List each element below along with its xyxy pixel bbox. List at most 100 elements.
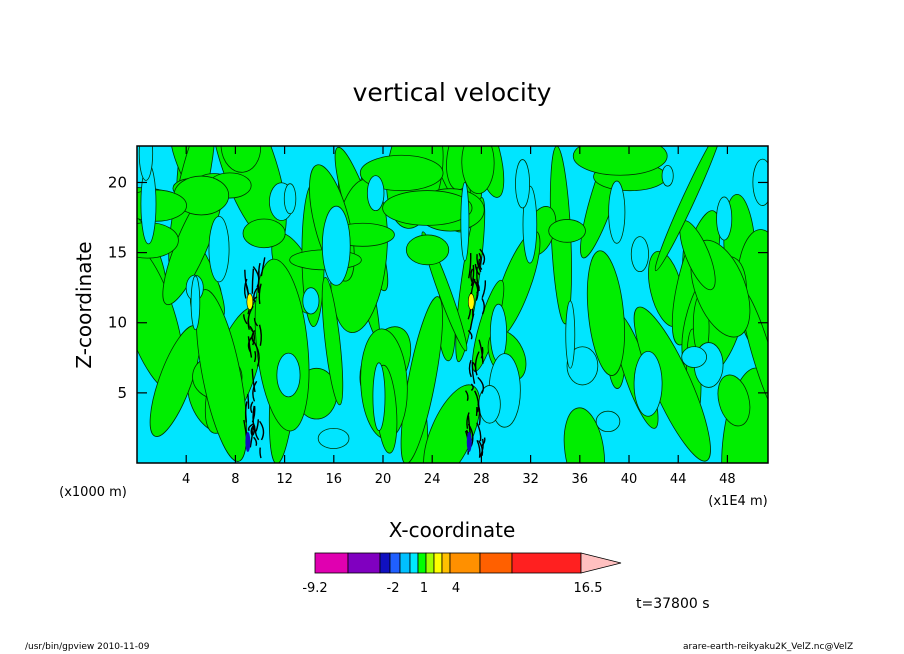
core-contour-line [470,268,474,285]
colorbar-label: 1 [420,581,428,596]
core-contour-line [468,359,472,378]
core-contour-line [476,254,482,273]
contour-region-positive [405,234,450,266]
contour-region-negative [208,215,230,283]
contour-region-negative [566,346,599,386]
colorbar-bin [425,552,435,574]
contour-region-negative [630,236,649,273]
core-contour-line [260,257,266,277]
core-contour-line [474,351,480,376]
core-contour-line [247,423,254,432]
x-tick-label: 8 [231,472,239,487]
core-contour-line [258,283,262,305]
core-contour-line [476,422,482,442]
core-contour-line [252,380,258,402]
x-axis-label: X-coordinate [389,518,516,542]
core-contour-line [470,264,475,287]
contour-region-negative [478,385,501,424]
time-label: t=37800 s [636,596,710,612]
core-contour-line [476,439,481,458]
colorbar-label: 4 [452,581,460,596]
x-tick-label: 40 [621,472,638,487]
x-tick-label: 44 [670,472,687,487]
core-contour-line [478,339,484,364]
core-contour-line [472,278,479,301]
contour-region-positive [572,146,668,176]
x-tick-label: 32 [522,472,539,487]
core-contour-line [481,298,485,315]
colorbar-bin [409,552,419,574]
x-tick-label: 20 [375,472,392,487]
core-contour-line [250,401,254,414]
core-contour-line [251,405,256,423]
colorbar-bin [441,552,451,574]
colorbar-bin [479,552,513,574]
contour-region-positive [400,296,443,463]
core-contour-line [247,335,254,353]
core-contour-line [469,313,475,331]
contour-region-negative [716,196,733,241]
y-tick-label: 5 [117,384,127,402]
core-contour-line [247,336,253,358]
core-updraft-max [467,293,475,310]
core-contour-line [478,252,482,267]
core-contour-line [477,376,485,394]
colorbar-label: -2 [387,581,400,596]
contour-region-negative [317,427,350,449]
contour-region-positive [382,190,473,226]
core-contour-line [250,425,254,436]
contour-region-negative [565,300,576,369]
core-contour-line [468,253,472,279]
contour-region-negative [276,352,301,398]
core-contour-line [481,280,487,299]
colorbar-bin [314,552,349,574]
contour-region-negative [460,181,470,262]
plot-frame [136,145,769,464]
contour-region-negative [515,159,530,209]
core-contour-line [253,287,259,303]
y-tick-label: 15 [108,244,127,262]
footer-left: /usr/bin/gpview 2010-11-09 [25,642,150,652]
core-contour-line [471,361,476,384]
core-contour-line [251,368,256,393]
core-contour-line [255,419,259,432]
core-contour-line [470,383,474,391]
colorbar-bin [433,552,443,574]
contour-region-negative [283,183,297,215]
core-contour-line [479,248,486,266]
core-contour-line [258,324,262,346]
x-tick-label: 4 [182,472,190,487]
core-contour-line [467,329,473,340]
core-contour-line [474,390,480,413]
contour-region-positive [242,218,286,249]
core-contour-line [253,350,257,363]
core-contour-line [467,423,474,447]
core-contour-line [247,393,250,409]
contour-region-positive [321,276,344,406]
x-axis: 4 8 12 16 20 24 28 32 36 40 44 48 [182,146,736,487]
x-tick-label: 48 [719,472,736,487]
core-contour-line [259,420,265,441]
plot-area [137,146,768,463]
x-tick-label: 12 [276,472,293,487]
contour-region-negative [608,180,626,244]
contour-field [137,146,768,463]
core-contour-line [259,447,262,459]
colorbar-bin [379,552,391,574]
core-contour-line [244,269,250,296]
contour-region-negative [321,205,351,286]
x-tick-label: 24 [424,472,441,487]
contour-region-positive [717,374,751,427]
colorbar-bin [417,552,427,574]
contour-region-positive [654,146,723,272]
colorbar-label: -9.2 [302,581,327,596]
core-contour-line [249,425,255,448]
colorbar-extend-arrow [580,552,622,574]
footer-right: arare-earth-reikyaku2K_VelZ.nc@VelZ [683,642,854,652]
x-tick-label: 28 [473,472,490,487]
contour-region-positive [195,289,248,462]
contour-region-positive [548,219,586,243]
contour-region-positive [586,250,625,376]
core-contour-line [243,314,248,325]
y-tick-label: 20 [108,173,127,191]
